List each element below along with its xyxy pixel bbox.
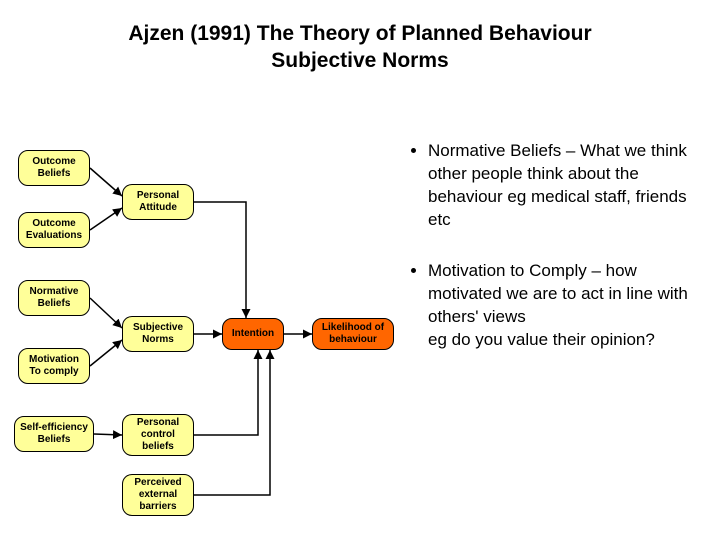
node-outcome-eval: Outcome Evaluations	[18, 212, 90, 248]
node-motivation: Motivation To comply	[18, 348, 90, 384]
title-line-1: Ajzen (1991) The Theory of Planned Behav…	[128, 22, 591, 45]
node-normative-beliefs: Normative Beliefs	[18, 280, 90, 316]
bullet-normative: Normative Beliefs – What we think other …	[428, 140, 710, 232]
node-intention: Intention	[222, 318, 284, 350]
node-subjective-norms: Subjective Norms	[122, 316, 194, 352]
node-personal-control: Personal control beliefs	[122, 414, 194, 456]
bullet-list: Normative Beliefs – What we think other …	[410, 140, 710, 380]
node-perceived-barriers: Perceived external barriers	[122, 474, 194, 516]
diagram: Outcome Beliefs Outcome Evaluations Normat…	[0, 130, 420, 540]
node-self-eff: Self-efficiency Beliefs	[14, 416, 94, 452]
bullet-motivation: Motivation to Comply – how motivated we …	[428, 260, 710, 352]
node-likelihood: Likelihood of behaviour	[312, 318, 394, 350]
node-personal-attitude: Personal Attitude	[122, 184, 194, 220]
title-line-2: Subjective Norms	[271, 49, 448, 72]
node-outcome-beliefs: Outcome Beliefs	[18, 150, 90, 186]
